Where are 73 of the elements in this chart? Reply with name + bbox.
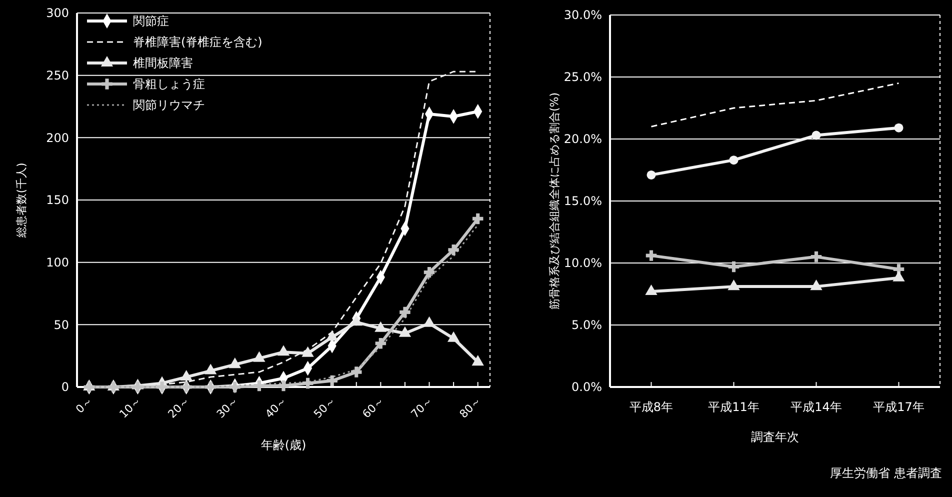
point (472, 213, 484, 224)
x-tick-label: 10～ (116, 394, 144, 421)
x-tick-label: 30～ (214, 394, 242, 421)
legend-label: 関節症 (133, 14, 169, 28)
point (400, 306, 410, 318)
x-tick-label: 平成8年 (629, 400, 674, 414)
point (277, 345, 290, 356)
y-tick-label: 5.0% (572, 318, 602, 332)
point (326, 375, 338, 386)
point (728, 280, 740, 290)
y-tick-label: 100 (46, 256, 69, 270)
y-tick-label: 200 (46, 130, 69, 145)
y-tick-label: 20.0% (564, 132, 602, 146)
x-tick-label: 60～ (360, 394, 387, 421)
legend-label: 椎間板障害 (133, 56, 193, 70)
point (230, 382, 240, 392)
point (646, 250, 657, 261)
point (228, 358, 241, 368)
y-tick-label: 10.0% (564, 256, 602, 270)
y-tick-label: 25.0% (564, 70, 602, 84)
point (894, 123, 904, 132)
line-series (650, 82, 900, 128)
point (253, 351, 266, 362)
point (398, 326, 412, 337)
point (302, 378, 314, 389)
x-tick-label: 50～ (311, 394, 338, 421)
x-tick-label: 80～ (457, 394, 484, 421)
point (424, 266, 435, 278)
x-tick-label: 40～ (262, 394, 290, 421)
y-tick-label: 0.0% (572, 380, 602, 394)
text: 厚生労働省 患者調査 (830, 466, 942, 480)
point (350, 315, 362, 326)
point (204, 364, 217, 374)
point (810, 280, 822, 290)
x-tick-label: 20～ (166, 394, 192, 421)
x-tick-label: 平成14年 (790, 400, 842, 414)
point (302, 346, 314, 357)
x-tick-label: 70～ (408, 394, 436, 421)
point (326, 330, 338, 341)
point (351, 366, 362, 378)
x-axis-title: 年齢(歳) (260, 438, 306, 452)
y-tick-label: 0 (61, 380, 69, 394)
x-tick-label: 平成11年 (708, 400, 760, 414)
point (646, 170, 656, 180)
point (728, 261, 740, 272)
x-tick-label: 0～ (73, 394, 96, 416)
point (729, 156, 738, 165)
point (423, 316, 436, 327)
point (810, 251, 822, 262)
point (374, 321, 387, 332)
legend-label: 骨粗しょう症 (133, 77, 205, 92)
y-tick-label: 30.0% (564, 8, 602, 22)
point (278, 380, 289, 392)
y-axis-title: 筋骨格系及び結合組織全体に占める割合(%) (548, 92, 561, 310)
legend-label: 関節リウマチ (133, 98, 205, 112)
y-tick-label: 250 (46, 68, 69, 83)
y-tick-label: 300 (46, 6, 69, 20)
point (812, 130, 821, 140)
point (645, 284, 658, 296)
point (448, 244, 459, 256)
y-tick-label: 50 (54, 318, 69, 332)
legend-label: 脊椎障害(脊椎症を含む) (133, 35, 262, 50)
y-tick-label: 15.0% (564, 194, 602, 208)
x-tick-label: 平成17年 (873, 400, 924, 414)
point (375, 338, 386, 349)
point (180, 370, 192, 381)
point (892, 270, 905, 282)
point (472, 355, 484, 366)
y-axis-title: 総患者数(千人) (15, 162, 28, 238)
y-tick-label: 150 (46, 193, 69, 208)
point (447, 331, 460, 342)
x-axis-title: 調査年次 (751, 430, 799, 444)
point (254, 380, 265, 392)
